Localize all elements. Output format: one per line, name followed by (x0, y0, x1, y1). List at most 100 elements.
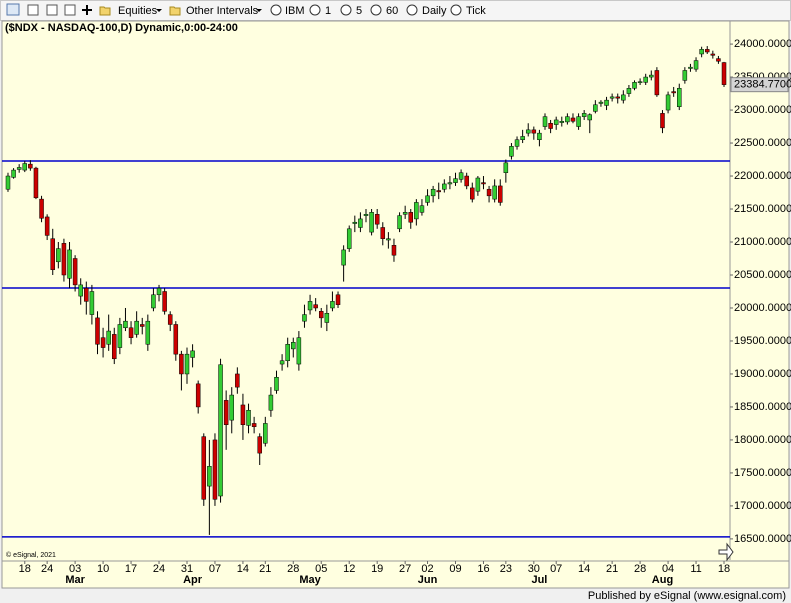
candle-body (486, 188, 492, 197)
candle-body (716, 58, 721, 62)
x-tick-label: 10 (97, 563, 109, 575)
candle-body (5, 175, 11, 190)
candle-body (621, 94, 626, 101)
candle-body (274, 377, 279, 391)
candle-body (721, 62, 727, 85)
candle-body (22, 163, 28, 171)
toolbar-button[interactable]: 1 (325, 5, 331, 17)
candle-body (654, 70, 660, 96)
candle-body (447, 182, 453, 185)
candle-body (56, 248, 61, 263)
toolbar-button[interactable]: Other Intervals (186, 5, 259, 17)
x-tick-label: 05 (315, 563, 327, 575)
candle-body (173, 324, 179, 355)
candle-body (167, 314, 173, 325)
folder-icon[interactable] (99, 6, 111, 16)
y-tick-label: 21000.0000 (734, 236, 791, 248)
dropdown[interactable] (156, 9, 162, 12)
toolbar-button[interactable]: Daily (422, 5, 447, 17)
month-label: Mar (65, 574, 85, 586)
x-tick-label: 07 (209, 563, 221, 575)
candle-body (559, 121, 565, 123)
candle-body (598, 101, 604, 104)
candle-body (28, 163, 33, 169)
interval-icon[interactable] (309, 4, 321, 16)
candle-body (95, 317, 100, 345)
icon[interactable] (64, 4, 76, 16)
candle-body (235, 373, 240, 388)
icon[interactable] (27, 4, 39, 16)
y-tick-label: 19000.0000 (734, 368, 791, 380)
y-tick-label: 24000.0000 (734, 38, 791, 50)
candle-body (156, 287, 162, 296)
toolbar-button[interactable]: Equities (118, 5, 158, 17)
candle-body (100, 337, 106, 348)
candle-body (520, 136, 525, 140)
candle-body (67, 249, 72, 279)
candle-body (386, 238, 391, 241)
interval-icon[interactable] (270, 4, 282, 16)
candle-body (699, 49, 704, 55)
toolbar-button[interactable]: Tick (466, 5, 486, 17)
candle-body (531, 129, 537, 134)
candle-body (609, 96, 615, 99)
icon[interactable] (6, 3, 20, 16)
y-tick-label: 20000.0000 (734, 302, 791, 314)
candle-body (498, 185, 503, 203)
candle-body (615, 96, 620, 99)
toolbar-button[interactable]: 5 (356, 5, 362, 17)
candle-body (184, 353, 190, 375)
x-tick-label: 02 (421, 563, 433, 575)
candle-body (470, 187, 475, 200)
candle-body (313, 304, 318, 309)
x-tick-label: 16 (477, 563, 489, 575)
y-tick-label: 23000.0000 (734, 104, 791, 116)
toolbar-button[interactable]: 60 (386, 5, 398, 17)
scroll-button[interactable] (718, 542, 734, 562)
candle-body (660, 113, 665, 129)
interval-icon[interactable] (450, 4, 462, 16)
candle-body (263, 423, 268, 444)
icon[interactable] (46, 4, 58, 16)
interval-icon[interactable] (406, 4, 418, 16)
interval-icon[interactable] (340, 4, 352, 16)
toolbar-icons (6, 3, 462, 16)
candle-body (626, 88, 632, 94)
candle-body (649, 74, 654, 78)
candle-body (117, 324, 123, 348)
y-tick-label: 18000.0000 (734, 434, 791, 446)
watermark: © eSignal, 2021 (6, 551, 56, 559)
candle-body (525, 129, 531, 134)
candle-body (212, 439, 218, 500)
y-tick-label: 22500.0000 (734, 137, 791, 149)
candle-body (330, 301, 335, 309)
candle-body (134, 320, 139, 335)
x-tick-label: 04 (662, 563, 674, 575)
y-tick-label: 20500.0000 (734, 269, 791, 281)
candle-body (179, 353, 184, 375)
candle-body (246, 409, 251, 426)
dropdown[interactable] (256, 9, 262, 12)
candle-body (425, 195, 430, 203)
y-tick-label: 18500.0000 (734, 401, 791, 413)
month-label: Aug (652, 574, 673, 586)
add-icon[interactable] (82, 5, 92, 15)
candle-body (89, 291, 95, 315)
candle-body (207, 466, 212, 487)
y-tick-label: 17000.0000 (734, 500, 791, 512)
candle-body (380, 227, 386, 239)
candle-body (72, 258, 78, 286)
x-tick-label: 18 (19, 563, 31, 575)
toolbar-button[interactable]: IBM (285, 5, 305, 17)
folder-icon[interactable] (169, 6, 181, 16)
candle-body (335, 294, 341, 305)
x-tick-label: 07 (550, 563, 562, 575)
candle-body (408, 212, 414, 223)
candle-body (324, 313, 330, 323)
candle-body (39, 198, 44, 219)
candle-body (581, 113, 587, 117)
interval-icon[interactable] (370, 4, 382, 16)
candle-body (402, 212, 408, 215)
candle-body (509, 146, 514, 157)
candle-body (84, 287, 89, 302)
